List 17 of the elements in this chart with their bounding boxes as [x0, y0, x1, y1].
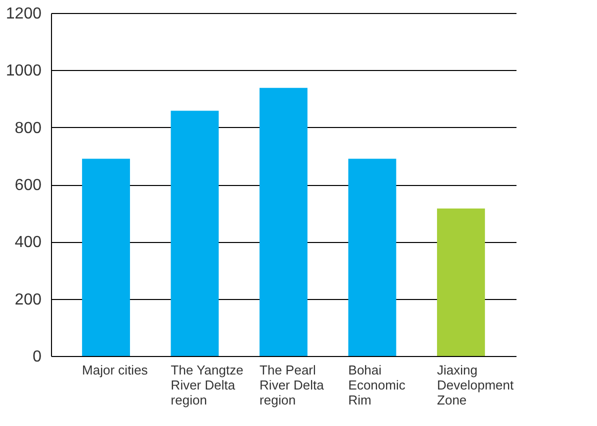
bar: [437, 208, 485, 356]
bar: [348, 158, 396, 356]
bar: [170, 110, 219, 356]
x-tick-label: Jiaxing Development Zone: [437, 362, 514, 408]
y-tick-label: 1000: [6, 62, 42, 80]
y-tick-label: 0: [32, 348, 42, 366]
x-tick-label: Bohai Economic Rim: [348, 362, 406, 408]
bar: [260, 88, 308, 356]
y-tick-label: 800: [14, 120, 42, 137]
y-tick-label: 1200: [6, 6, 42, 22]
x-tick-label: The Pearl River Delta region: [260, 362, 325, 408]
y-tick-label: 200: [14, 291, 42, 308]
bar: [82, 158, 130, 356]
y-tick-label: 400: [14, 234, 42, 252]
x-tick-label: The Yangtze River Delta region: [170, 362, 244, 408]
x-tick-label: Major cities: [82, 362, 148, 378]
y-tick-label: 600: [14, 177, 42, 194]
